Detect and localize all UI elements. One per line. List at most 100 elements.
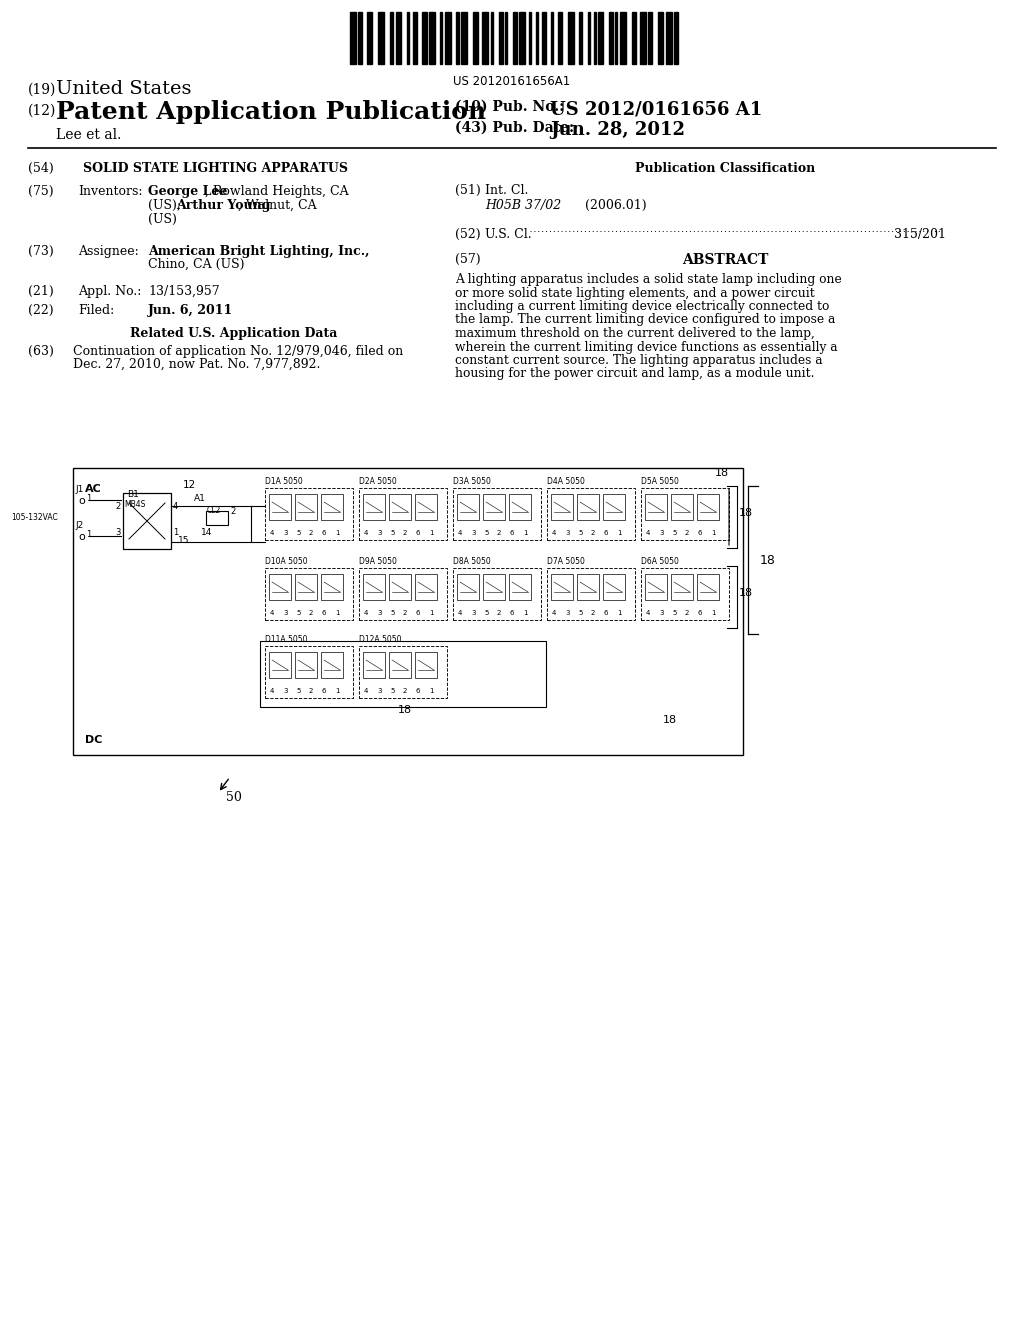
Text: 4: 4 [646,531,650,536]
Text: (52): (52) [455,228,480,242]
Bar [123,492,171,549]
Bar [269,494,291,520]
Bar [389,652,411,678]
Text: American Bright Lighting, Inc.,: American Bright Lighting, Inc., [148,246,370,257]
Text: 3: 3 [377,688,382,694]
Text: Chino, CA (US): Chino, CA (US) [148,257,245,271]
Text: (19): (19) [28,83,56,96]
Text: 4: 4 [552,610,556,616]
Bar [453,488,541,540]
Bar [547,568,635,620]
Text: 1: 1 [173,528,178,537]
Bar [580,12,582,63]
Bar [499,12,503,63]
Text: 4: 4 [458,610,463,616]
Bar [697,574,719,601]
Text: 1: 1 [523,531,527,536]
Bar [645,494,667,520]
Bar [206,511,228,525]
Bar [640,12,646,63]
Text: 2: 2 [403,531,408,536]
Bar [73,469,743,755]
Text: Int. Cl.: Int. Cl. [485,183,528,197]
Text: 3: 3 [283,610,288,616]
Bar [609,12,612,63]
Text: 5: 5 [296,531,300,536]
Text: 3: 3 [377,531,382,536]
Text: Filed:: Filed: [78,304,115,317]
Text: Inventors:: Inventors: [78,185,142,198]
Text: 3: 3 [659,531,664,536]
Bar [362,652,385,678]
Text: 2: 2 [591,531,595,536]
Text: D7A 5050: D7A 5050 [547,557,585,566]
Text: 5: 5 [578,531,583,536]
Text: (22): (22) [28,304,53,317]
Text: United States: United States [56,81,191,98]
Bar [547,488,635,540]
Text: (75): (75) [28,185,53,198]
Text: 5: 5 [672,610,677,616]
Bar [407,12,410,63]
Bar [632,12,636,63]
Bar [513,12,517,63]
Text: housing for the power circuit and lamp, as a module unit.: housing for the power circuit and lamp, … [455,367,814,380]
Bar [389,574,411,601]
Bar [379,12,384,63]
Text: 1: 1 [711,531,716,536]
Bar [620,12,626,63]
Text: A1: A1 [194,494,206,503]
Text: (73): (73) [28,246,53,257]
Bar [603,574,625,601]
Text: 2: 2 [685,610,689,616]
Text: 6: 6 [510,610,514,616]
Text: 6: 6 [416,688,421,694]
Text: D1A 5050: D1A 5050 [265,477,303,486]
Text: (63): (63) [28,345,54,358]
Bar [362,574,385,601]
Bar [390,12,392,63]
Bar [551,574,573,601]
Text: (2006.01): (2006.01) [585,199,646,213]
Text: 5: 5 [390,688,394,694]
Text: D8A 5050: D8A 5050 [453,557,490,566]
Text: 1: 1 [429,688,433,694]
Text: 6: 6 [510,531,514,536]
Bar [519,12,525,63]
Text: J2: J2 [75,521,83,531]
Text: (21): (21) [28,285,53,298]
Bar [440,12,442,63]
Text: 2: 2 [685,531,689,536]
Bar [415,574,437,601]
Text: 1: 1 [335,610,340,616]
Text: 2: 2 [309,531,313,536]
Text: including a current limiting device electrically connected to: including a current limiting device elec… [455,300,829,313]
Bar [490,12,494,63]
Text: 5: 5 [390,610,394,616]
Text: H05B 37/02: H05B 37/02 [485,199,561,213]
Bar [483,574,505,601]
Text: Jun. 6, 2011: Jun. 6, 2011 [148,304,233,317]
Text: 14: 14 [201,528,212,537]
Text: (43) Pub. Date:: (43) Pub. Date: [455,121,574,135]
Text: D6A 5050: D6A 5050 [641,557,679,566]
Text: 3: 3 [659,610,664,616]
Bar [483,494,505,520]
Text: 4: 4 [646,610,650,616]
Bar [295,652,317,678]
Bar [641,568,729,620]
Text: 2: 2 [309,688,313,694]
Text: 2: 2 [403,610,408,616]
Text: D9A 5050: D9A 5050 [359,557,397,566]
Text: 4: 4 [552,531,556,536]
Text: 5: 5 [296,610,300,616]
Text: 2: 2 [230,507,236,516]
Text: 6: 6 [322,688,327,694]
Bar [359,645,447,698]
Bar [598,12,603,63]
Bar [657,12,664,63]
Text: 6: 6 [698,531,702,536]
Bar [697,494,719,520]
Bar [603,494,625,520]
Bar [671,574,693,601]
